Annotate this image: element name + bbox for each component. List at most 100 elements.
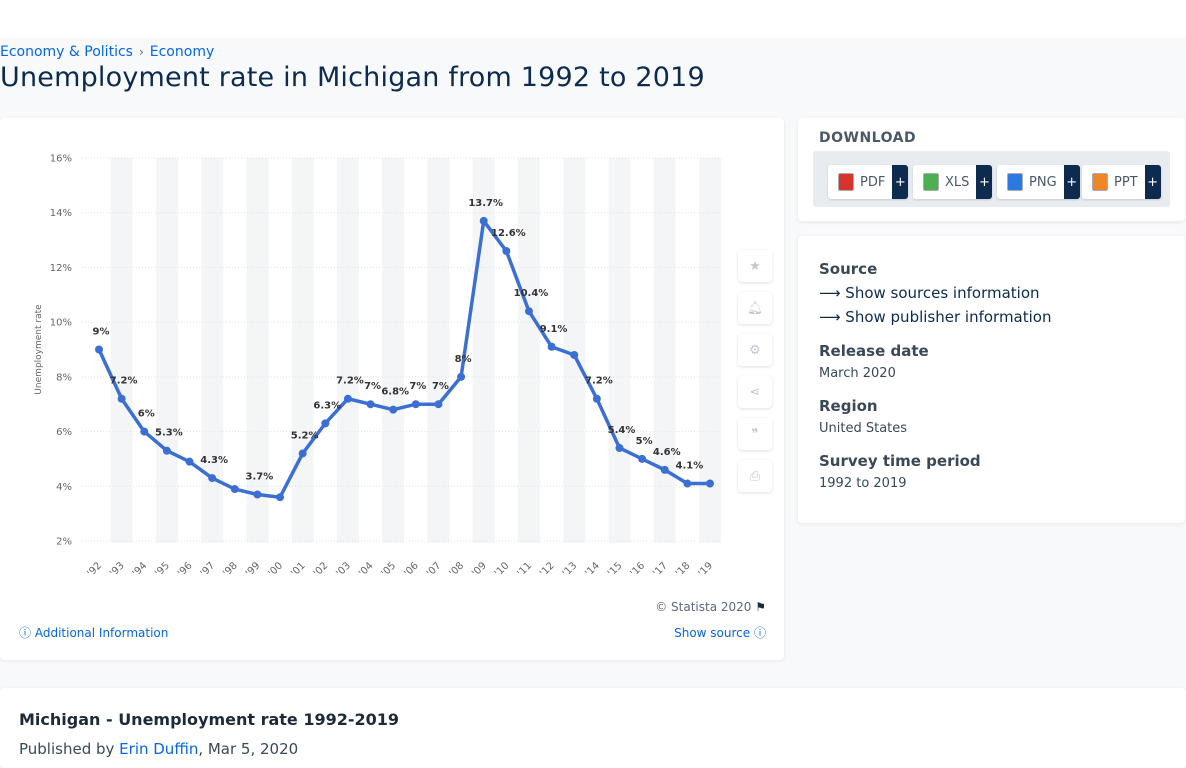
x-tick-label: '14 xyxy=(583,560,602,579)
data-label: 7.2% xyxy=(585,376,613,387)
favorite-star-button[interactable]: ★ xyxy=(738,250,772,282)
cite-button[interactable]: ❞ xyxy=(738,418,772,450)
x-tick-label: '98 xyxy=(221,560,240,579)
data-point xyxy=(276,493,285,502)
data-label: 5.2% xyxy=(291,430,319,441)
show-publisher-label: Show publisher information xyxy=(845,308,1052,326)
data-label: 5% xyxy=(636,436,653,447)
data-label: 6.8% xyxy=(381,387,409,398)
download-png-button[interactable]: PNG + xyxy=(997,165,1080,199)
info-card: Source ⟶ Show sources information ⟶ Show… xyxy=(798,236,1185,523)
release-date-label: Release date xyxy=(819,342,929,360)
data-point xyxy=(660,465,669,474)
data-point xyxy=(411,400,420,409)
data-label: 4.3% xyxy=(200,455,228,466)
data-point xyxy=(253,490,262,499)
notification-button[interactable]: 🔔︎ xyxy=(738,292,772,324)
y-tick-label: 16% xyxy=(50,154,72,165)
download-ppt-label: PPT xyxy=(1114,174,1138,190)
breadcrumb-economy-politics[interactable]: Economy & Politics xyxy=(0,44,133,60)
survey-period-value: 1992 to 2019 xyxy=(819,476,907,491)
additional-info-label: Additional Information xyxy=(34,626,169,640)
x-tick-label: '15 xyxy=(606,560,625,579)
settings-button[interactable]: ⚙ xyxy=(738,334,772,366)
column-band xyxy=(517,158,540,543)
data-label: 9% xyxy=(93,327,110,338)
x-tick-label: '04 xyxy=(357,560,376,579)
column-band xyxy=(653,158,676,543)
breadcrumb-separator: › xyxy=(138,45,144,59)
author-link[interactable]: Erin Duffin xyxy=(119,740,199,758)
print-button[interactable]: ⎙ xyxy=(738,460,772,492)
download-card: DOWNLOAD PDF + XLS + PNG + PPT + xyxy=(798,118,1185,221)
column-band xyxy=(472,158,495,543)
breadcrumb-economy[interactable]: Economy xyxy=(149,44,215,60)
data-label: 7% xyxy=(432,381,449,392)
data-point xyxy=(524,307,533,316)
y-tick-label: 8% xyxy=(56,372,72,383)
share-icon: ⋖ xyxy=(749,384,761,400)
data-point xyxy=(230,485,239,494)
data-point xyxy=(321,419,330,428)
star-icon: ★ xyxy=(749,258,761,274)
download-ppt-button[interactable]: PPT + xyxy=(1082,165,1161,199)
x-tick-label: '99 xyxy=(244,560,263,579)
data-point xyxy=(615,443,624,452)
download-png-label: PNG xyxy=(1029,174,1057,190)
show-sources-link[interactable]: ⟶ Show sources information xyxy=(819,284,1040,302)
arrow-right-icon: ⟶ xyxy=(819,284,841,302)
publication-card: Michigan - Unemployment rate 1992-2019 P… xyxy=(0,688,1186,768)
x-tick-label: '08 xyxy=(447,560,466,579)
x-tick-label: '93 xyxy=(108,560,127,579)
download-xls-plus: + xyxy=(976,165,993,199)
download-pdf-button[interactable]: PDF + xyxy=(828,165,909,199)
source-label: Source xyxy=(819,260,878,278)
data-point xyxy=(638,454,647,463)
series-line xyxy=(97,219,711,499)
data-label: 7.2% xyxy=(110,376,138,387)
bell-icon: 🔔︎ xyxy=(746,300,764,316)
x-tick-label: '07 xyxy=(425,560,444,579)
data-label: 3.7% xyxy=(246,471,274,482)
copyright-notice: © Statista 2020 ⚑ xyxy=(655,600,766,614)
column-band xyxy=(382,158,405,543)
data-label: 5.3% xyxy=(155,428,183,439)
print-icon: ⎙ xyxy=(749,468,761,484)
data-label: 4.1% xyxy=(676,461,704,472)
publication-title: Michigan - Unemployment rate 1992-2019 xyxy=(19,710,400,729)
region-value: United States xyxy=(819,421,908,436)
published-by-label: Published by xyxy=(19,740,115,758)
show-publisher-link[interactable]: ⟶ Show publisher information xyxy=(819,308,1051,326)
x-tick-label: '94 xyxy=(131,560,150,579)
column-band xyxy=(608,158,631,543)
x-tick-label: '11 xyxy=(515,560,534,579)
download-xls-button[interactable]: XLS + xyxy=(913,165,993,199)
y-tick-label: 12% xyxy=(50,263,72,274)
flag-icon[interactable]: ⚑ xyxy=(755,600,766,614)
quote-icon: ❞ xyxy=(751,426,759,442)
data-point xyxy=(434,400,443,409)
pdf-icon xyxy=(838,173,854,191)
ppt-icon xyxy=(1092,173,1108,191)
data-label: 7.2% xyxy=(336,376,364,387)
data-point xyxy=(479,216,488,225)
line-chart: 2% 4% 6% 8% 10% 12% 14% 16% Unemployment rate '92… xyxy=(34,154,722,579)
x-tick-label: '16 xyxy=(629,560,648,579)
x-tick-label: '19 xyxy=(696,560,715,579)
data-point xyxy=(162,446,171,455)
x-tick-label: '09 xyxy=(470,560,489,579)
x-tick-label: '92 xyxy=(85,560,104,579)
data-label: 6% xyxy=(138,409,155,420)
column-band xyxy=(155,158,178,543)
show-source-link[interactable]: Show source ⓘ xyxy=(674,624,766,641)
chart-card: 2% 4% 6% 8% 10% 12% 14% 16% Unemployment rate '92… xyxy=(0,118,784,660)
y-tick-label: 6% xyxy=(56,427,72,438)
png-icon xyxy=(1007,173,1023,191)
column-band xyxy=(201,158,224,543)
x-tick-label: '00 xyxy=(266,560,285,579)
additional-info-link[interactable]: ⓘ Additional Information xyxy=(19,624,168,641)
top-bar xyxy=(0,0,1186,38)
share-button[interactable]: ⋖ xyxy=(738,376,772,408)
x-tick-label: '06 xyxy=(402,560,421,579)
x-tick-label: '18 xyxy=(674,560,693,579)
